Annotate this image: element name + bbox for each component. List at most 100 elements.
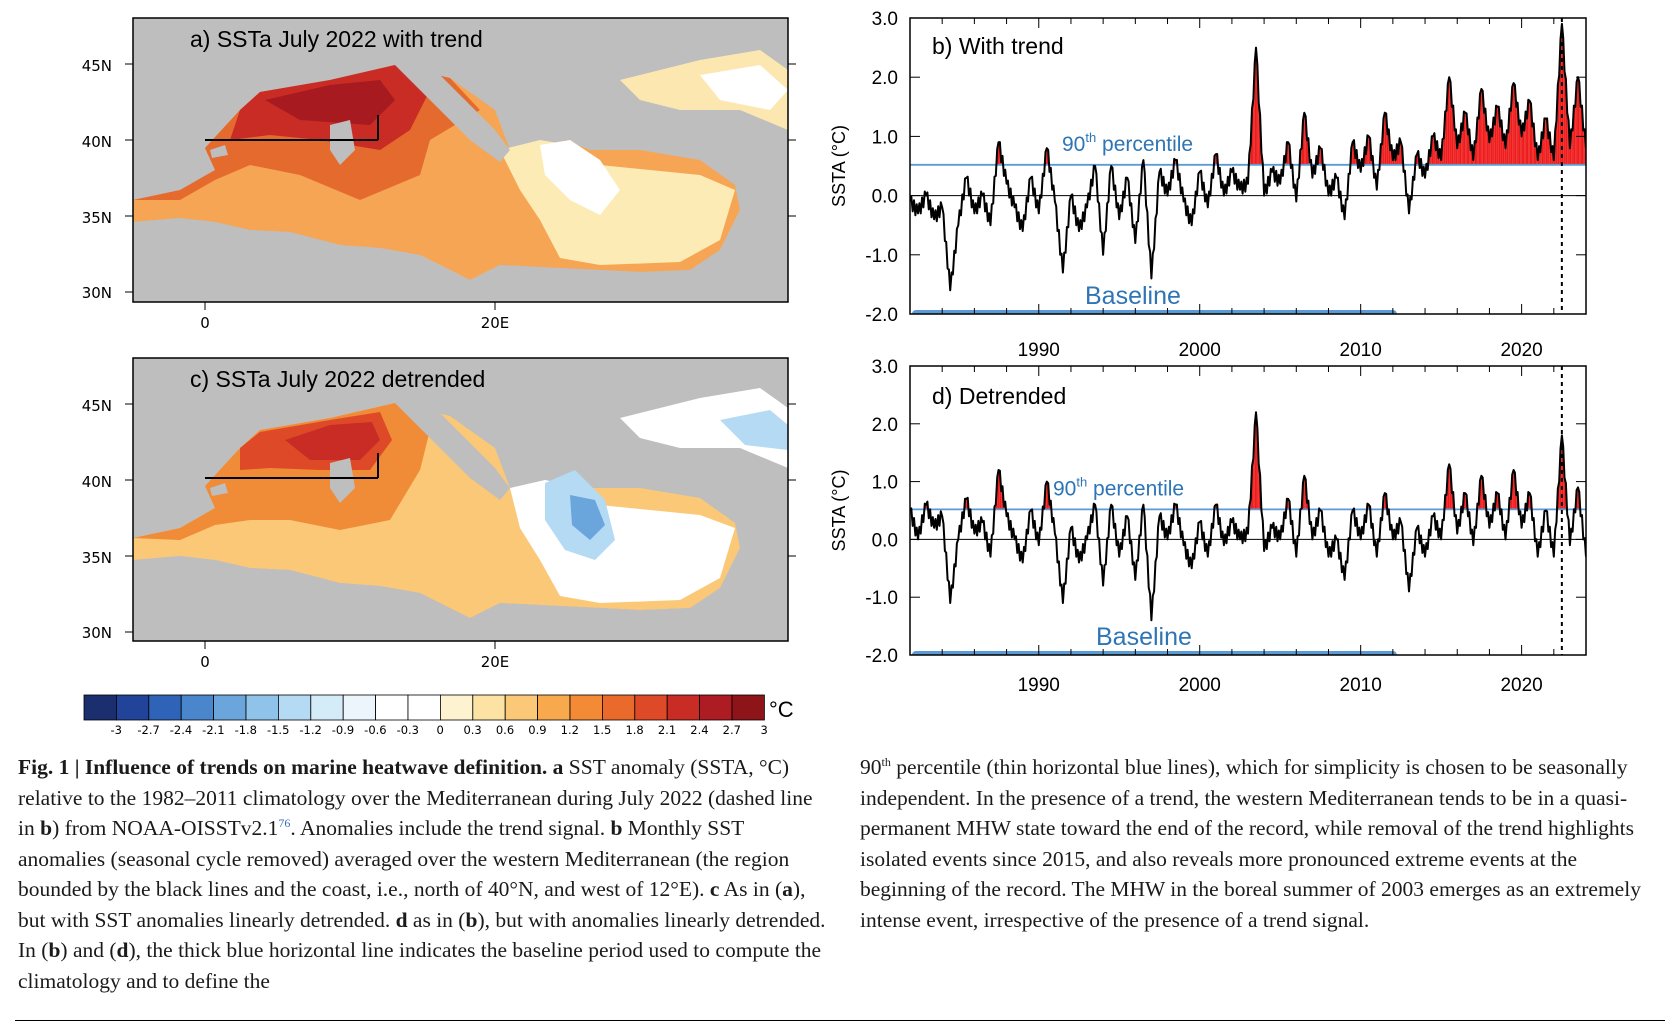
colorbar-box (213, 694, 247, 721)
caption-text: . Anomalies include the trend signal. (290, 816, 611, 840)
colorbar-box (537, 694, 571, 721)
colorbar-tick-label: -2.4 (170, 723, 192, 737)
colorbar-tick-label: 1.2 (561, 723, 579, 737)
mhw-event-fill (1516, 102, 1518, 165)
colorbar-boxes (83, 694, 765, 721)
y-tick-label: 3.0 (872, 357, 898, 378)
caption-left-column: Fig. 1 | Influence of trends on marine h… (18, 752, 830, 996)
colorbar-unit: °C (769, 697, 794, 722)
colorbar-tick-label: 2.1 (658, 723, 676, 737)
caption-text: Monthly SST anomalies (seasonal cycle re… (18, 816, 790, 901)
colorbar-tick-label: -0.6 (364, 723, 386, 737)
lon-label: 0 (200, 314, 210, 332)
bottom-rule (15, 1020, 1665, 1021)
caption-text: as in ( (407, 907, 466, 932)
mhw-event-fill (1580, 105, 1582, 165)
colorbar-box (245, 694, 279, 721)
mhw-event-fill (1384, 112, 1387, 165)
mhw-event-fill (1509, 108, 1511, 165)
x-tick-label: 2010 (1340, 675, 1382, 696)
mhw-event-fill (1525, 111, 1527, 165)
caption-text: SST anomaly (SSTA, °C) relative to the 1… (18, 755, 813, 840)
baseline-label-d: Baseline (1096, 623, 1192, 651)
caption-panel-letter: a (552, 755, 564, 779)
x-tick-label: 2000 (1179, 340, 1221, 361)
map-ticks-c (125, 403, 796, 649)
baseline-label-b: Baseline (1085, 282, 1181, 310)
mhw-event-fill (1573, 105, 1576, 165)
x-tick-label: 2000 (1179, 675, 1221, 696)
map-panel-c: c) SSTa July 2022 detrended 45N 40N 35N … (82, 357, 796, 671)
mhw-event-fill (1545, 118, 1548, 165)
figure-1: a) SSTa July 2022 with trend 45N 40N 35N… (82, 9, 1587, 737)
map-title-a: a) SSTa July 2022 with trend (190, 26, 483, 52)
colorbar-tick-label: -1.8 (235, 723, 257, 737)
mhw-event-fill (1451, 105, 1454, 165)
y-tick-label: 2.0 (872, 415, 898, 436)
caption-right-column: 90th percentile (thin horizontal blue li… (860, 752, 1664, 935)
mhw-event-fill (1544, 118, 1546, 165)
mhw-event-fill (1449, 77, 1451, 165)
y-tick-label: -1.0 (865, 246, 898, 267)
lat-label: 35N (82, 209, 112, 227)
colorbar-box (180, 694, 214, 721)
colorbar-box (569, 694, 603, 721)
mhw-event-fill (1529, 100, 1532, 165)
y-axis-label-b: SSTA (°C) (829, 125, 849, 207)
colorbar-tick-label: 1.5 (593, 723, 611, 737)
mhw-event-fill (1528, 99, 1530, 165)
caption-panel-letter: a (782, 877, 793, 901)
y-tick-label: 1.0 (872, 473, 898, 494)
threshold-label-b: 90th percentile (1062, 130, 1193, 156)
reference-link[interactable]: 76 (278, 815, 291, 830)
caption-text: ) and ( (60, 938, 117, 962)
colorbar-tick-label: -2.1 (202, 723, 224, 737)
caption-text: ), the thick blue horizontal line indica… (18, 938, 822, 993)
colorbar-box (116, 694, 150, 721)
mhw-event-fill (1576, 77, 1578, 165)
lat-label: 40N (82, 473, 112, 491)
series-line-b (910, 22, 1586, 292)
mhw-event-fill (1484, 108, 1486, 165)
chart-title-b: b) With trend (932, 33, 1064, 59)
caption-panel-letter: c (709, 877, 720, 901)
colorbar-box (375, 694, 409, 721)
lat-label: 45N (82, 397, 112, 415)
caption-text: ) from NOAA-OISSTv2.1 (52, 816, 279, 840)
mhw-event-fill (1500, 120, 1502, 165)
x-tick-label: 1990 (1018, 340, 1060, 361)
x-tick-label: 2020 (1500, 675, 1542, 696)
lat-label: 35N (82, 549, 112, 567)
colorbar-tick-label: -1.5 (267, 723, 289, 737)
colorbar-tick-label: -2.7 (137, 723, 159, 737)
mhw-event-fill (1512, 83, 1514, 165)
caption-text: ), but with anomalies linearly detrended… (18, 907, 826, 963)
chart-panel-b: 3.0 2.0 1.0 0.0 -1.0 -2.0 1990 2000 2010 2020 b)… (829, 9, 1587, 361)
map-ticks-a (125, 63, 796, 310)
mhw-event-fill (1447, 77, 1450, 165)
colorbar-tick-label: 0.9 (528, 723, 546, 737)
y-tick-label: 3.0 (872, 9, 898, 30)
colorbar-box (439, 694, 474, 721)
lon-label: 20E (481, 314, 510, 332)
mhw-event-fill (1522, 123, 1525, 165)
y-tick-label: -2.0 (865, 305, 898, 326)
colorbar-box (342, 694, 377, 721)
colorbar: -3 -2.7 -2.4 -2.1 -1.8 -1.5 -1.2 -0.9 -0.6 -0.3 0 0… (83, 694, 794, 737)
y-tick-label: 2.0 (872, 68, 898, 89)
colorbar-tick-label: 2.4 (690, 723, 708, 737)
mhw-event-fill (1480, 89, 1482, 165)
x-tick-label: 1990 (1018, 675, 1060, 696)
colorbar-box (277, 694, 312, 721)
colorbar-tick-label: 1.8 (625, 723, 643, 737)
mhw-event-fill (1465, 112, 1467, 165)
lat-label: 30N (82, 624, 112, 642)
map-frame-c (132, 357, 789, 642)
lat-label: 45N (82, 57, 112, 75)
map-frame-a (132, 17, 789, 303)
colorbar-tick-label: -0.9 (332, 723, 354, 737)
caption-text: As in ( (719, 877, 783, 901)
x-tick-label: 2020 (1500, 340, 1542, 361)
plot-frame-d (909, 365, 1587, 656)
y-tick-label: 0.0 (872, 187, 898, 208)
